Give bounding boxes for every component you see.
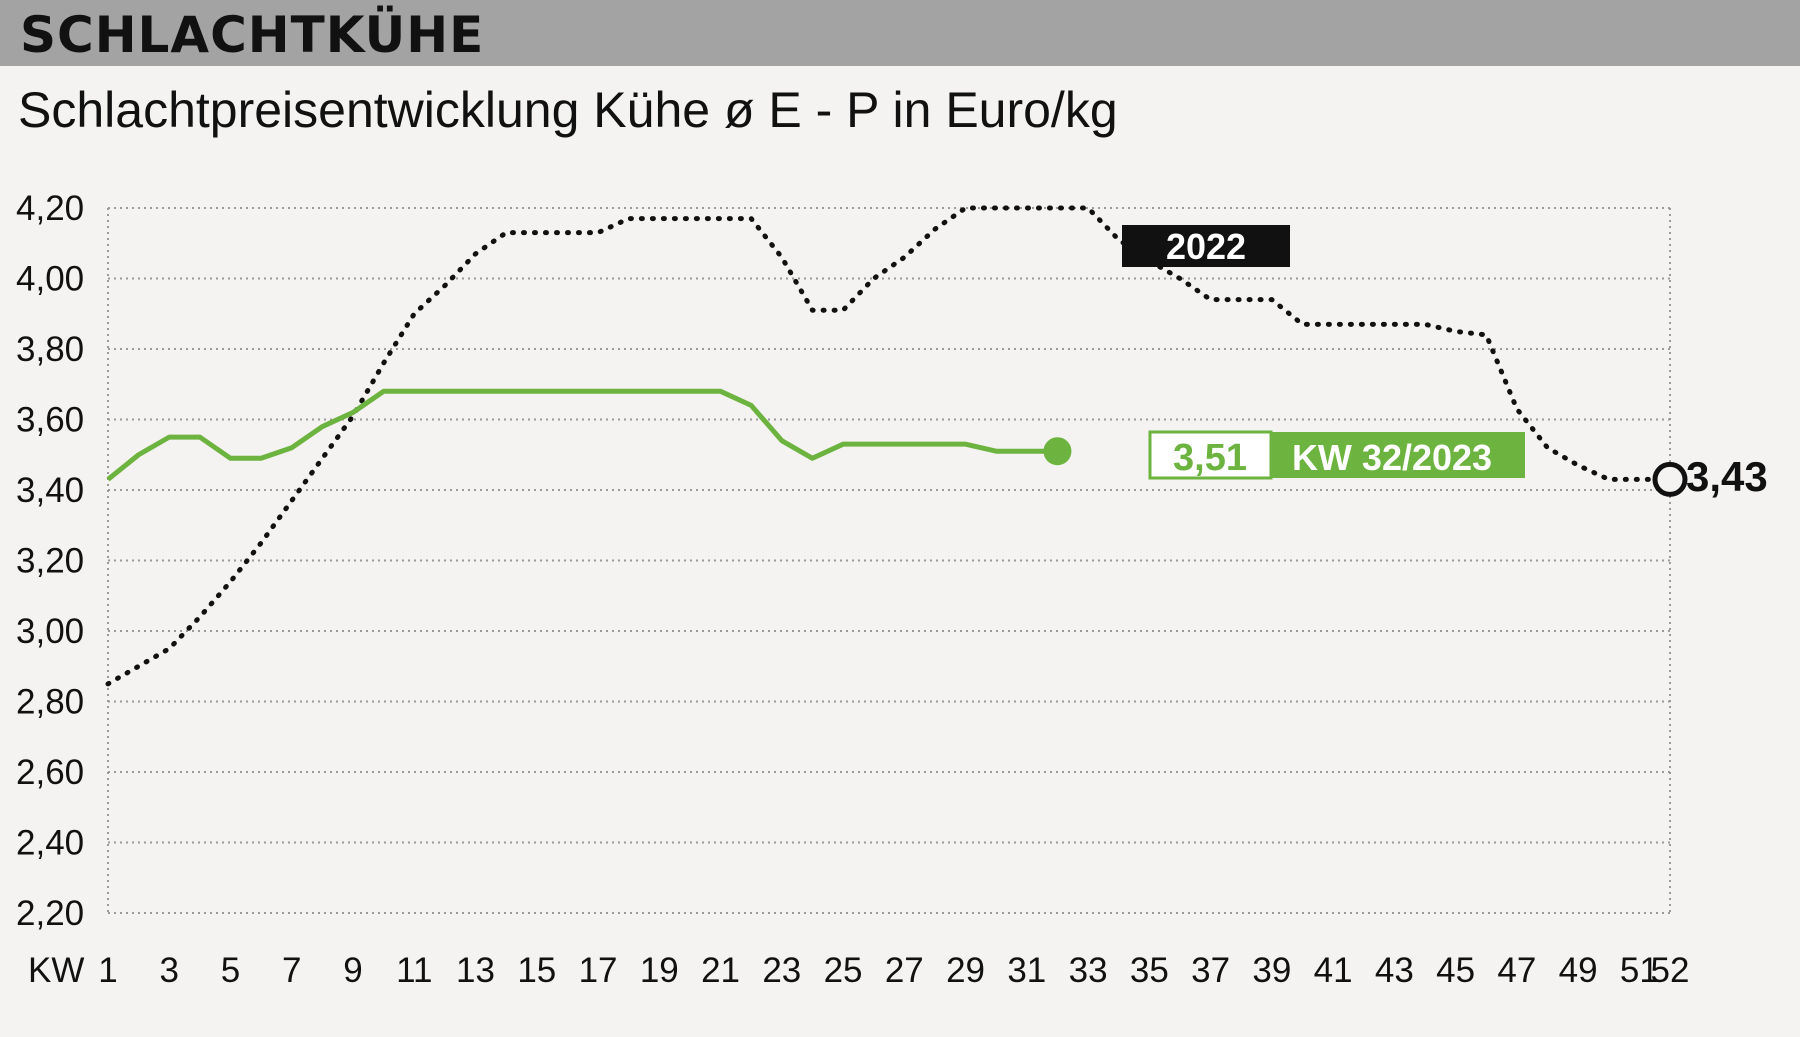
y-tick-label: 3,00 bbox=[16, 612, 84, 651]
header-bar bbox=[0, 0, 1800, 66]
x-tick-label: 35 bbox=[1130, 951, 1169, 990]
y-tick-label: 2,60 bbox=[16, 753, 84, 792]
x-tick-label: 45 bbox=[1436, 951, 1475, 990]
x-tick-label: 23 bbox=[762, 951, 801, 990]
x-tick-label: 21 bbox=[701, 951, 740, 990]
x-tick-label: 37 bbox=[1191, 951, 1230, 990]
x-axis-ticks: KW 1 3 5 7 9 11 13 15 17 19 21 23 25 27 29 31 33 35 37 39 41 4… bbox=[28, 951, 1689, 990]
annotation-layer: 2022 3,51 KW 32/2023 3,43 bbox=[1122, 225, 1768, 500]
y-tick-label: 4,20 bbox=[16, 189, 84, 228]
x-axis-label: KW bbox=[28, 951, 84, 990]
x-tick-label: 9 bbox=[343, 951, 362, 990]
x-tick-label: 49 bbox=[1559, 951, 1598, 990]
current-week-label: KW 32/2023 bbox=[1292, 437, 1492, 478]
x-tick-label: 52 bbox=[1651, 951, 1690, 990]
y-tick-label: 2,80 bbox=[16, 683, 84, 722]
x-tick-label: 15 bbox=[517, 951, 556, 990]
series-label-2022: 2022 bbox=[1166, 226, 1246, 267]
series-line-2023 bbox=[106, 388, 1058, 482]
y-tick-label: 3,20 bbox=[16, 542, 84, 581]
current-value-label: 3,51 bbox=[1173, 437, 1247, 479]
series-line-2022 bbox=[105, 205, 1673, 687]
x-tick-label: 41 bbox=[1314, 951, 1353, 990]
grid bbox=[107, 207, 1671, 914]
current-value-box bbox=[1148, 430, 1273, 480]
x-tick-label: 43 bbox=[1375, 951, 1414, 990]
y-axis-ticks: 4,20 4,00 3,80 3,60 3,40 3,20 3,00 2,80 2,60 2,40… bbox=[16, 189, 84, 933]
y-tick-label: 4,00 bbox=[16, 260, 84, 299]
y-tick-label: 3,60 bbox=[16, 401, 84, 440]
current-week-box bbox=[1271, 432, 1525, 478]
x-tick-label: 1 bbox=[98, 951, 117, 990]
y-tick-label: 2,40 bbox=[16, 824, 84, 863]
series-end-marker-2023 bbox=[1043, 437, 1072, 466]
series-end-marker-2022 bbox=[1652, 461, 1688, 497]
y-tick-label: 2,20 bbox=[16, 894, 84, 933]
x-tick-label: 13 bbox=[456, 951, 495, 990]
x-tick-label: 29 bbox=[946, 951, 985, 990]
x-tick-label: 51 bbox=[1620, 951, 1659, 990]
y-tick-label: 3,40 bbox=[16, 471, 84, 510]
end-value-label-2022: 3,43 bbox=[1686, 453, 1768, 500]
chart-subtitle: Schlachtpreisentwicklung Kühe ø E - P in… bbox=[18, 82, 1118, 138]
x-tick-label: 7 bbox=[282, 951, 301, 990]
x-tick-label: 25 bbox=[824, 951, 863, 990]
x-tick-label: 27 bbox=[885, 951, 924, 990]
x-tick-label: 11 bbox=[396, 951, 432, 990]
x-tick-label: 5 bbox=[221, 951, 240, 990]
x-tick-label: 3 bbox=[160, 951, 179, 990]
series-layer bbox=[105, 205, 1688, 687]
header-title: SCHLACHTKÜHE bbox=[20, 6, 485, 64]
x-tick-label: 31 bbox=[1007, 951, 1046, 990]
x-tick-label: 39 bbox=[1252, 951, 1291, 990]
x-tick-label: 19 bbox=[640, 951, 679, 990]
y-tick-label: 3,80 bbox=[16, 330, 84, 369]
x-tick-label: 17 bbox=[579, 951, 618, 990]
x-tick-label: 33 bbox=[1069, 951, 1108, 990]
x-tick-label: 47 bbox=[1497, 951, 1536, 990]
series-label-box-2022 bbox=[1122, 225, 1290, 267]
